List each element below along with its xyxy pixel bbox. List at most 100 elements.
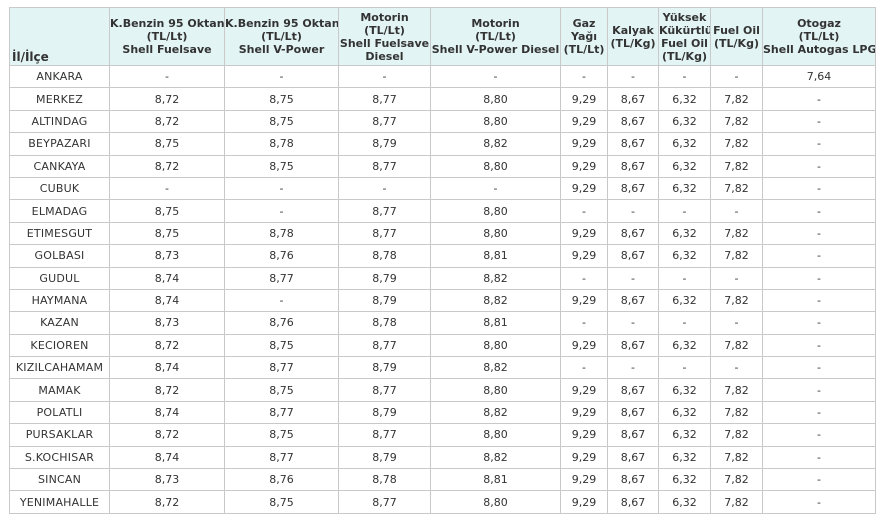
price-cell-gaz-yagi: 9,29 [560, 400, 608, 425]
price-cell-motorin-fuelsave: 8,79 [338, 445, 431, 470]
price-cell-kalyak: 8,67 [607, 468, 659, 492]
price-cell-benzin-fuelsave: 8,74 [109, 356, 225, 380]
price-cell-motorin-vpower: 8,80 [430, 423, 561, 447]
price-cell-gaz-yagi: 9,29 [560, 154, 608, 178]
price-cell-motorin-fuelsave: 8,79 [338, 132, 431, 156]
price-cell-benzin-fuelsave: 8,72 [109, 109, 225, 134]
price-cell-gaz-yagi: 9,29 [560, 87, 608, 111]
table-row: KECIOREN 8,72 8,75 8,77 8,80 9,29 8,67 6,32 7,82… [9, 333, 876, 358]
price-cell-motorin-fuelsave: 8,79 [338, 288, 431, 313]
price-cell-otogaz-lpg: - [762, 288, 876, 313]
price-cell-motorin-vpower: 8,80 [430, 87, 561, 111]
price-cell-benzin-fuelsave: - [109, 176, 225, 201]
price-cell-benzin-vpower: 8,75 [224, 109, 339, 134]
price-cell-gaz-yagi: 9,29 [560, 378, 608, 402]
price-cell-otogaz-lpg: - [762, 445, 876, 470]
column-header-line: (TL/Lt) [146, 30, 188, 43]
price-cell-yuksek-kukurtlu-fuel-oil: - [658, 356, 711, 380]
district-name-cell: KAZAN [9, 311, 110, 335]
price-cell-yuksek-kukurtlu-fuel-oil: - [658, 311, 711, 335]
price-cell-kalyak: 8,67 [607, 176, 659, 201]
price-cell-motorin-fuelsave: - [338, 176, 431, 201]
price-cell-benzin-fuelsave: 8,74 [109, 288, 225, 313]
district-name-cell: ETIMESGUT [9, 221, 110, 246]
district-name-cell: MERKEZ [9, 87, 110, 111]
column-header-line: K.Benzin 95 Oktan [225, 17, 339, 30]
price-cell-kalyak: 8,67 [607, 154, 659, 178]
price-cell-yuksek-kukurtlu-fuel-oil: 6,32 [658, 468, 711, 492]
price-cell-benzin-fuelsave: - [109, 64, 225, 89]
price-cell-motorin-vpower: 8,80 [430, 221, 561, 246]
table-row: BEYPAZARI 8,75 8,78 8,79 8,82 9,29 8,67 6,32 7,8… [9, 132, 876, 156]
table-row: ETIMESGUT 8,75 8,78 8,77 8,80 9,29 8,67 6,32 7,8… [9, 221, 876, 246]
table-row: GOLBASI 8,73 8,76 8,78 8,81 9,29 8,67 6,32 7,82- [9, 244, 876, 268]
price-cell-gaz-yagi: - [560, 266, 608, 290]
table-row: SINCAN 8,73 8,76 8,78 8,81 9,29 8,67 6,32 7,82- [9, 468, 876, 492]
price-cell-gaz-yagi: - [560, 64, 608, 89]
column-header-line: (TL/Lt) [563, 43, 605, 56]
price-cell-motorin-fuelsave: 8,77 [338, 199, 431, 223]
price-cell-yuksek-kukurtlu-fuel-oil: 6,32 [658, 176, 711, 201]
price-cell-gaz-yagi: 9,29 [560, 333, 608, 358]
price-cell-benzin-vpower: 8,75 [224, 87, 339, 111]
price-cell-fuel-oil: 7,82 [710, 109, 763, 134]
price-cell-yuksek-kukurtlu-fuel-oil: 6,32 [658, 221, 711, 246]
table-row: HAYMANA 8,74-8,79 8,82 9,29 8,67 6,32 7,82- [9, 288, 876, 313]
price-cell-gaz-yagi: - [560, 199, 608, 223]
price-cell-yuksek-kukurtlu-fuel-oil: 6,32 [658, 445, 711, 470]
table-body: ANKARA - - - - - - - -7,64 MERKEZ 8,72 8,75 8,77 8,80… [9, 64, 876, 514]
price-cell-otogaz-lpg: - [762, 266, 876, 290]
price-cell-otogaz-lpg: - [762, 154, 876, 178]
price-cell-gaz-yagi: - [560, 311, 608, 335]
table-row: S.KOCHISAR 8,74 8,77 8,79 8,82 9,29 8,67 6,32 7,… [9, 445, 876, 470]
column-header-line: (TL/Kg) [662, 49, 707, 63]
table-row: ANKARA - - - - - - - -7,64 [9, 64, 876, 89]
price-cell-fuel-oil: - [710, 311, 763, 335]
column-header-line: K.Benzin 95 Oktan [110, 17, 225, 30]
price-cell-benzin-vpower: 8,78 [224, 132, 339, 156]
price-cell-fuel-oil: 7,82 [710, 333, 763, 358]
price-cell-otogaz-lpg: - [762, 378, 876, 402]
price-cell-benzin-vpower: 8,75 [224, 154, 339, 178]
column-header-benzin-fuelsave: K.Benzin 95 Oktan (TL/Lt) Shell Fuelsave [109, 7, 225, 66]
column-header-line: (TL/Lt) [475, 30, 516, 43]
price-cell-yuksek-kukurtlu-fuel-oil: - [658, 64, 711, 89]
price-cell-benzin-fuelsave: 8,75 [109, 199, 225, 223]
column-header-fuel-oil: Fuel Oil (TL/Kg) [710, 7, 763, 66]
district-name-cell: GUDUL [9, 266, 110, 290]
price-cell-otogaz-lpg: - [762, 356, 876, 380]
price-cell-benzin-vpower: 8,75 [224, 423, 339, 447]
table-row: PURSAKLAR 8,72 8,75 8,77 8,80 9,29 8,67 6,32 7,8… [9, 423, 876, 447]
price-cell-fuel-oil: - [710, 64, 763, 89]
price-cell-yuksek-kukurtlu-fuel-oil: 6,32 [658, 109, 711, 134]
price-cell-yuksek-kukurtlu-fuel-oil: 6,32 [658, 132, 711, 156]
price-cell-otogaz-lpg: - [762, 221, 876, 246]
price-cell-motorin-fuelsave: 8,78 [338, 311, 431, 335]
table-row: GUDUL 8,74 8,77 8,79 8,82- - - - - [9, 266, 876, 290]
price-cell-motorin-fuelsave: 8,77 [338, 333, 431, 358]
column-header-line: (TL/Kg) [714, 36, 759, 50]
price-cell-kalyak: - [607, 199, 659, 223]
price-cell-fuel-oil: 7,82 [710, 445, 763, 470]
price-cell-motorin-fuelsave: 8,77 [338, 154, 431, 178]
price-cell-motorin-vpower: 8,81 [430, 311, 561, 335]
column-header-yuksek-kukurtlu-fuel-oil: Yüksek Kükürtlü Fuel Oil (TL/Kg) [658, 7, 711, 66]
price-cell-yuksek-kukurtlu-fuel-oil: 6,32 [658, 333, 711, 358]
price-cell-motorin-vpower: - [430, 176, 561, 201]
price-cell-motorin-vpower: 8,82 [430, 266, 561, 290]
column-header-line: Yüksek [662, 10, 707, 24]
price-cell-gaz-yagi: 9,29 [560, 468, 608, 492]
price-cell-motorin-fuelsave: 8,79 [338, 266, 431, 290]
price-cell-fuel-oil: - [710, 356, 763, 380]
column-header-line: Motorin [471, 17, 520, 30]
price-cell-benzin-vpower: 8,76 [224, 244, 339, 268]
price-cell-otogaz-lpg: - [762, 333, 876, 358]
table-row: CANKAYA 8,72 8,75 8,77 8,80 9,29 8,67 6,32 7,82- [9, 154, 876, 178]
price-cell-kalyak: - [607, 266, 659, 290]
price-cell-fuel-oil: 7,82 [710, 244, 763, 268]
price-cell-benzin-fuelsave: 8,72 [109, 333, 225, 358]
price-cell-fuel-oil: 7,82 [710, 87, 763, 111]
price-cell-kalyak: 8,67 [607, 221, 659, 246]
column-header-line: Yağı [570, 30, 598, 43]
price-cell-fuel-oil: 7,82 [710, 221, 763, 246]
